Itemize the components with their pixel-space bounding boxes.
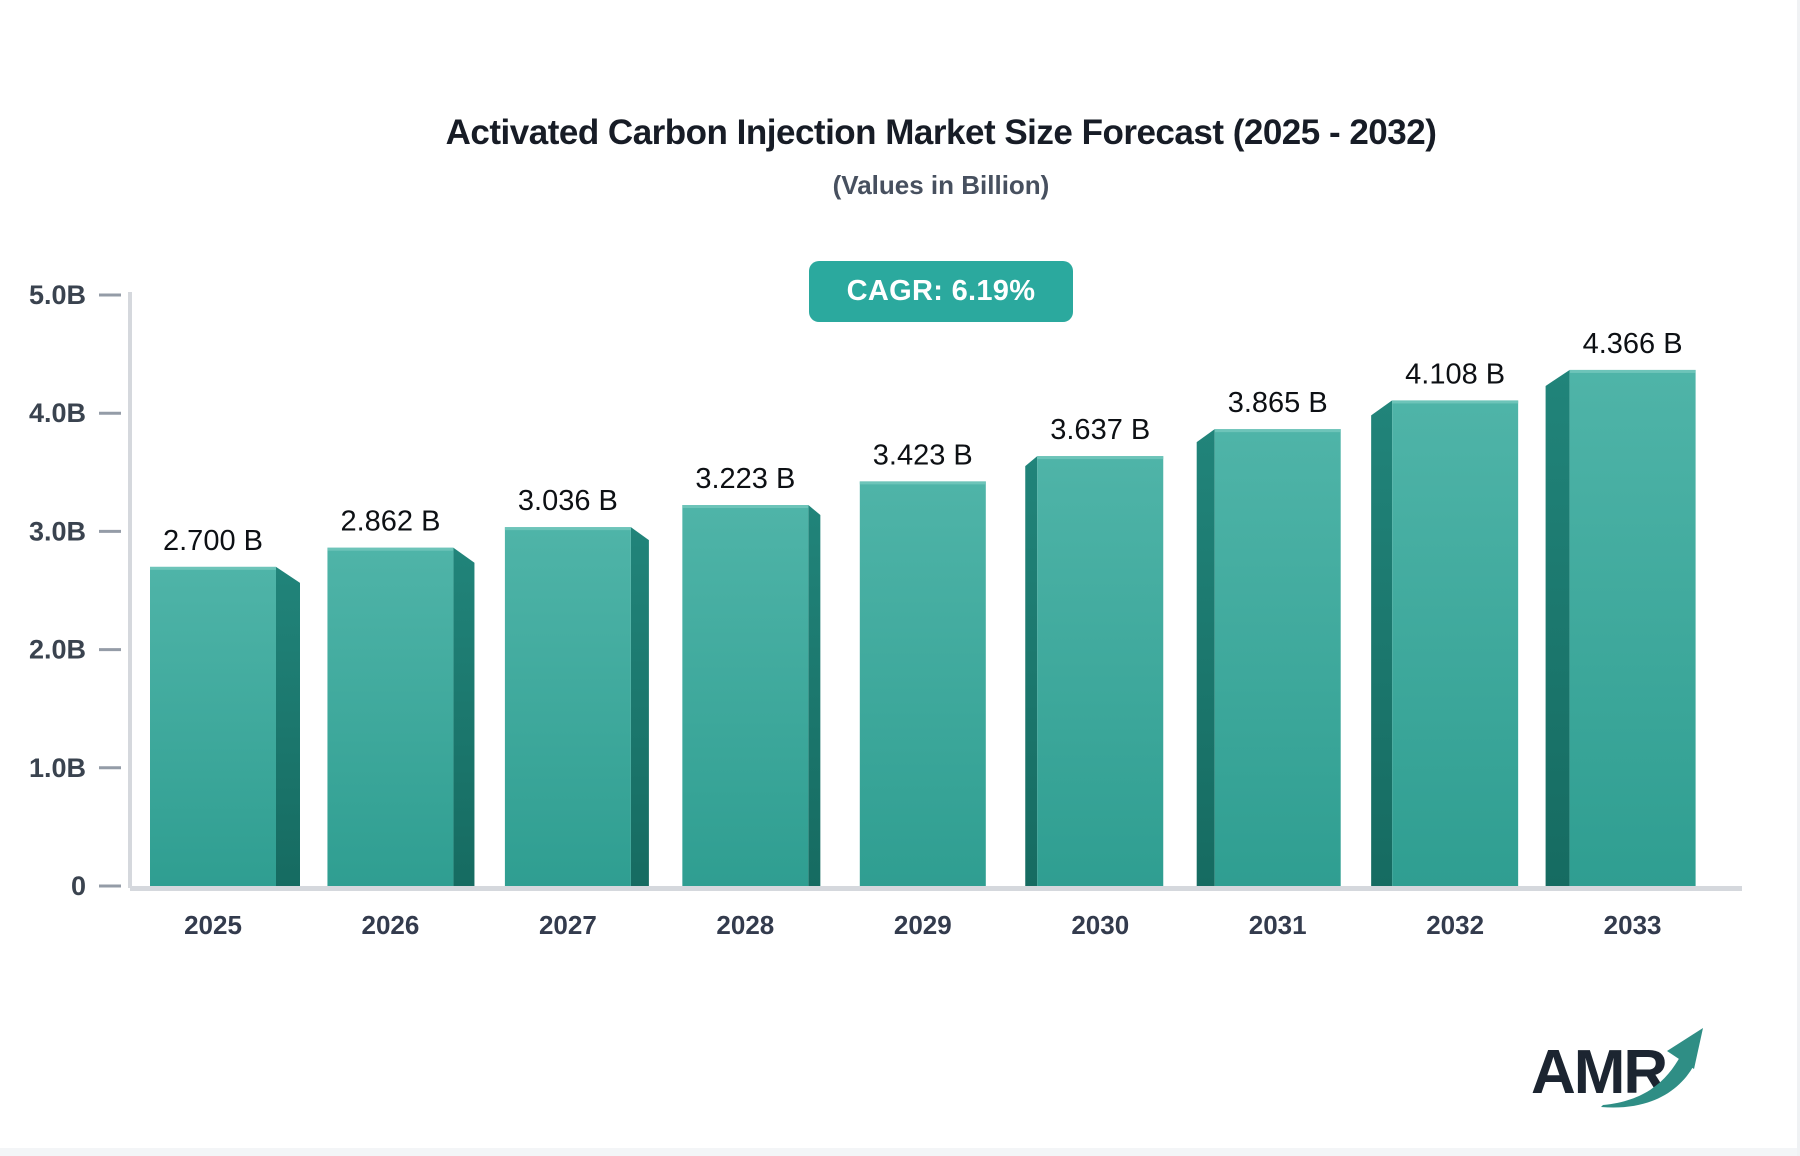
bar-value-label: 4.108 B: [1405, 358, 1505, 390]
y-axis-label: 1.0B: [29, 753, 86, 783]
chart-subtitle: (Values in Billion): [832, 170, 1050, 200]
bar-top-highlight: [1392, 400, 1519, 404]
bar-top-highlight: [1569, 369, 1696, 373]
bar-side-face: [630, 527, 649, 886]
bar-value-label: 2.700 B: [163, 525, 263, 557]
page-bottom-edge: [0, 1148, 1800, 1156]
bar-main-face: [1392, 400, 1519, 886]
bar-value-label: 3.036 B: [518, 485, 618, 517]
bar-side-face: [1371, 400, 1393, 886]
cagr-badge: CAGR: 6.19%: [808, 261, 1074, 322]
bar-main-face: [504, 527, 631, 886]
bar-side-face: [453, 547, 475, 886]
page-right-edge: [1797, 0, 1800, 1156]
amr-logo: AMR: [1531, 1028, 1703, 1108]
bar-2033: 4.366 B 2033: [1545, 328, 1696, 940]
y-axis-label: 5.0B: [29, 280, 86, 310]
bar-2031: 3.865 B 2031: [1196, 387, 1341, 940]
bar-side-face: [276, 566, 300, 886]
bar-side-face: [1196, 429, 1215, 886]
bar-top-highlight: [859, 481, 986, 485]
bar-main-face: [859, 481, 986, 886]
bar-value-label: 4.366 B: [1583, 328, 1683, 360]
bar-2030: 3.637 B 2030: [1025, 414, 1164, 940]
x-axis-label: 2030: [1071, 910, 1129, 940]
bar-value-label: 3.423 B: [873, 439, 973, 471]
bar-top-highlight: [327, 547, 454, 551]
y-axis-label: 4.0B: [29, 398, 86, 428]
bar-value-label: 3.865 B: [1228, 387, 1328, 419]
bar-2029: 3.423 B 2029: [859, 439, 986, 940]
x-axis-label: 2031: [1249, 910, 1307, 940]
bar-main-face: [1037, 456, 1164, 886]
bar-top-highlight: [150, 566, 276, 570]
bar-top-highlight: [1214, 429, 1341, 433]
bar-main-face: [682, 505, 809, 886]
bar-main-face: [1214, 429, 1341, 886]
bar-side-face: [1025, 456, 1038, 886]
bar-main-face: [150, 566, 276, 886]
x-axis-label: 2029: [894, 910, 952, 940]
chart-title: Activated Carbon Injection Market Size F…: [445, 113, 1437, 152]
bar-top-highlight: [682, 505, 809, 509]
bar-side-face: [808, 505, 821, 886]
bar-main-face: [1569, 369, 1696, 886]
bar-2032: 4.108 B 2032: [1371, 358, 1519, 940]
x-axis-label: 2025: [184, 910, 242, 940]
bar-2026: 2.862 B 2026: [327, 506, 475, 940]
y-axis-label: 3.0B: [29, 516, 86, 546]
bar-value-label: 3.223 B: [695, 463, 795, 495]
y-axis-label: 0: [71, 871, 86, 901]
logo-arrow-head-icon: [1667, 1028, 1703, 1069]
x-axis-label: 2028: [716, 910, 774, 940]
bar-2028: 3.223 B 2028: [682, 463, 821, 940]
y-axis-label: 2.0B: [29, 635, 86, 665]
bar-main-face: [327, 547, 454, 886]
x-axis-label: 2033: [1604, 910, 1662, 940]
bar-2025: 2.700 B 2025: [150, 525, 300, 940]
x-axis-label: 2032: [1426, 910, 1484, 940]
bar-side-face: [1545, 369, 1570, 886]
bar-value-label: 3.637 B: [1050, 414, 1150, 446]
bar-2027: 3.036 B 2027: [504, 485, 649, 940]
x-axis-label: 2027: [539, 910, 597, 940]
bar-value-label: 2.862 B: [340, 506, 440, 538]
chart-header: Activated Carbon Injection Market Size F…: [82, 112, 1800, 322]
bar-top-highlight: [504, 527, 631, 531]
x-axis-label: 2026: [362, 910, 420, 940]
bar-top-highlight: [1037, 456, 1164, 460]
